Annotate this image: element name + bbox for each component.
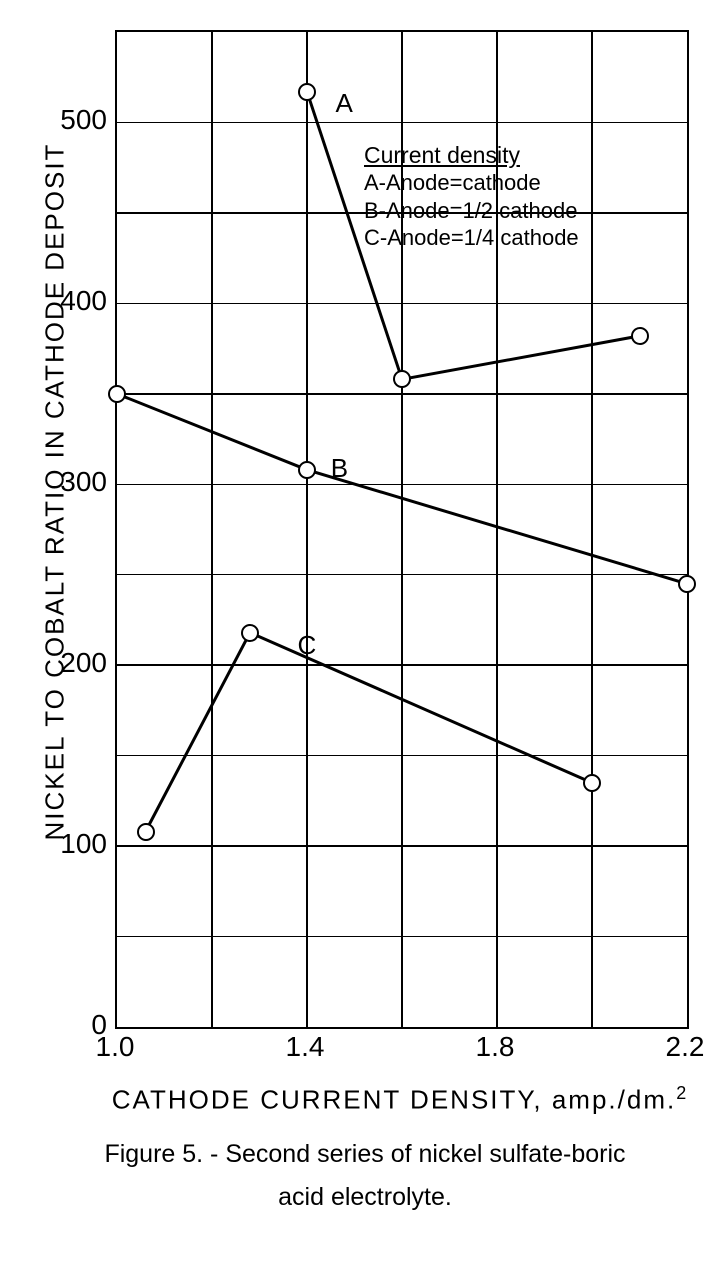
gridline-vertical [211,32,213,1027]
page: { "chart": { "type": "line", "plot": { "… [0,0,725,1263]
chart-plot-area: Current density A-Anode=cathode B-Anode=… [115,30,689,1029]
data-marker [108,385,126,403]
x-tick-label: 1.8 [455,1031,535,1063]
gridline-vertical [306,32,308,1027]
figure-caption: Figure 5. - Second series of nickel sulf… [50,1140,680,1212]
x-axis-title-sup: 2 [676,1083,688,1103]
data-marker [393,370,411,388]
x-axis-title: CATHODE CURRENT DENSITY, amp./dm.2 [80,1083,720,1116]
legend-title: Current density [364,141,579,170]
chart-legend: Current density A-Anode=cathode B-Anode=… [364,141,579,252]
gridline-horizontal [117,936,687,938]
x-axis-title-text: CATHODE CURRENT DENSITY, amp./dm. [112,1085,676,1115]
series-label-A: A [336,88,353,119]
y-tick-label: 200 [37,647,107,679]
gridline-horizontal [117,845,687,847]
series-label-B: B [331,453,348,484]
data-marker [631,327,649,345]
x-tick-label: 2.2 [645,1031,725,1063]
y-tick-label: 300 [37,466,107,498]
gridline-horizontal [117,393,687,395]
gridline-horizontal [117,484,687,486]
gridline-horizontal [117,574,687,576]
legend-line-c: C-Anode=1/4 cathode [364,224,579,252]
data-marker [678,575,696,593]
gridline-vertical [496,32,498,1027]
x-tick-label: 1.4 [265,1031,345,1063]
x-tick-label: 1.0 [75,1031,155,1063]
data-marker [241,624,259,642]
y-tick-label: 500 [37,104,107,136]
gridline-vertical [401,32,403,1027]
data-marker [583,774,601,792]
gridline-horizontal [117,664,687,666]
caption-line-2: acid electrolyte. [50,1183,680,1212]
gridline-horizontal [117,212,687,214]
y-tick-label: 400 [37,285,107,317]
data-marker [298,83,316,101]
gridline-horizontal [117,122,687,124]
legend-line-a: A-Anode=cathode [364,169,579,197]
gridline-horizontal [117,755,687,757]
caption-line-1: Figure 5. - Second series of nickel sulf… [50,1140,680,1169]
series-label-C: C [298,630,317,661]
legend-line-b: B-Anode=1/2 cathode [364,197,579,225]
y-tick-label: 100 [37,828,107,860]
data-marker [137,823,155,841]
gridline-vertical [591,32,593,1027]
data-marker [298,461,316,479]
gridline-horizontal [117,303,687,305]
